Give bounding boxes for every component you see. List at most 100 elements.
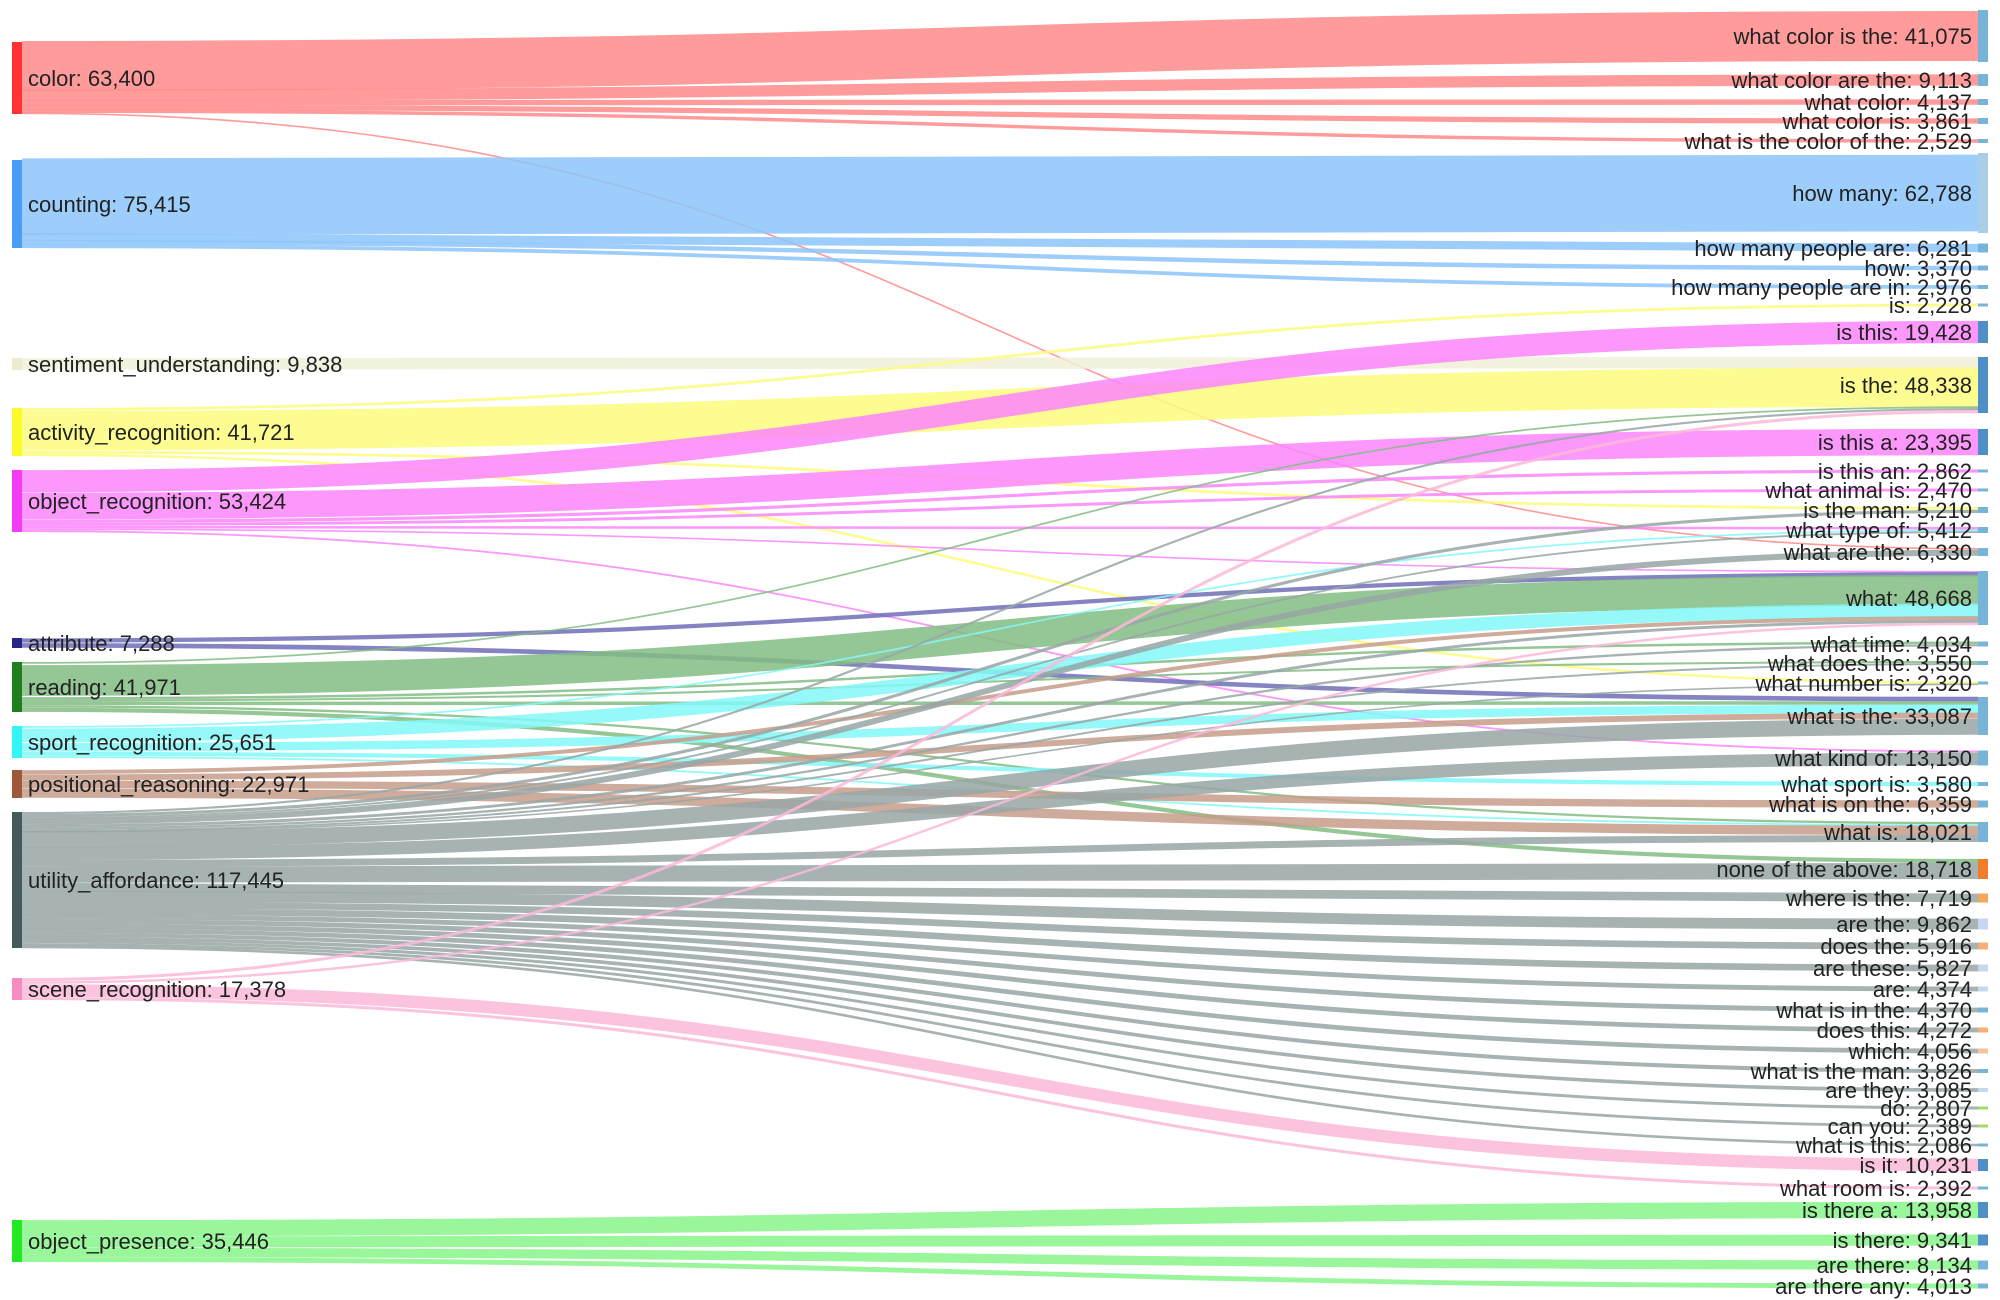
link-reading-t12	[21, 406, 1979, 664]
target-label-t21: what does the: 3,550	[1767, 651, 1972, 676]
target-label-t09: how many people are in: 2,976	[1671, 275, 1972, 300]
target-node-t47[interactable]	[1978, 1283, 1988, 1289]
target-label-t16: is the man: 5,210	[1803, 498, 1972, 523]
target-label-t17: what type of: 5,412	[1785, 518, 1972, 543]
source-node-color[interactable]	[12, 42, 22, 114]
link-object_rec-t17	[21, 525, 1979, 530]
target-label-t45: is there: 9,341	[1833, 1228, 1972, 1253]
link-sentiment-t12	[21, 356, 1979, 370]
target-node-t38[interactable]	[1978, 1088, 1988, 1092]
link-scene-t12	[21, 410, 1979, 982]
target-node-t37[interactable]	[1978, 1069, 1988, 1073]
source-node-scene[interactable]	[12, 978, 22, 1000]
link-utility-t29	[21, 882, 1979, 903]
target-node-t05[interactable]	[1978, 139, 1988, 143]
target-node-t27[interactable]	[1978, 822, 1988, 842]
target-node-t06[interactable]	[1978, 153, 1988, 233]
target-node-t14[interactable]	[1978, 469, 1988, 473]
link-object_rec-t15	[21, 488, 1979, 526]
target-node-t40[interactable]	[1978, 1124, 1988, 1128]
target-node-t17[interactable]	[1978, 527, 1988, 533]
source-node-activity[interactable]	[12, 408, 22, 456]
target-label-t13: is this a: 23,395	[1818, 430, 1972, 455]
target-label-t15: what animal is: 2,470	[1764, 478, 1972, 503]
link-positional-t26	[21, 780, 1979, 808]
target-node-t21[interactable]	[1978, 661, 1988, 665]
link-sport-t25	[21, 751, 1979, 787]
target-node-t02[interactable]	[1978, 74, 1988, 86]
source-node-object_pres[interactable]	[12, 1220, 22, 1262]
target-node-t36[interactable]	[1978, 1048, 1988, 1054]
link-utility-t27	[21, 834, 1979, 867]
target-node-t09[interactable]	[1978, 285, 1988, 289]
target-label-t05: what is the color of the: 2,529	[1684, 129, 1972, 154]
link-scene-t43	[21, 996, 1979, 1190]
target-node-t24[interactable]	[1978, 750, 1988, 766]
source-node-object_rec[interactable]	[12, 470, 22, 532]
target-node-t30[interactable]	[1978, 918, 1988, 930]
link-sport-t23	[21, 704, 1979, 752]
target-node-t42[interactable]	[1978, 1159, 1988, 1171]
target-node-t39[interactable]	[1978, 1106, 1988, 1110]
target-node-t22[interactable]	[1978, 681, 1988, 685]
link-reading-t19	[21, 574, 1979, 696]
target-node-t33[interactable]	[1978, 986, 1988, 992]
link-utility-t28	[21, 862, 1979, 883]
target-node-t35[interactable]	[1978, 1027, 1988, 1033]
target-node-t29[interactable]	[1978, 893, 1988, 903]
target-node-t31[interactable]	[1978, 942, 1988, 950]
target-node-t25[interactable]	[1978, 782, 1988, 786]
target-label-t25: what sport is: 3,580	[1780, 772, 1972, 797]
nodes-layer	[12, 10, 1988, 1289]
source-label-counting: counting: 75,415	[28, 192, 191, 217]
target-label-t47: are there any: 4,013	[1775, 1274, 1972, 1299]
link-sport-t19	[21, 603, 1979, 743]
target-node-t23[interactable]	[1978, 697, 1988, 735]
target-node-t03[interactable]	[1978, 99, 1988, 105]
target-node-t43[interactable]	[1978, 1186, 1988, 1190]
target-node-t10[interactable]	[1978, 303, 1988, 307]
target-label-t26: what is on the: 6,359	[1768, 792, 1972, 817]
link-object_pres-t45	[21, 1234, 1979, 1248]
target-node-t41[interactable]	[1978, 1143, 1988, 1147]
target-node-t32[interactable]	[1978, 964, 1988, 972]
target-node-t18[interactable]	[1978, 548, 1988, 556]
target-node-t19[interactable]	[1978, 571, 1988, 625]
target-node-t07[interactable]	[1978, 243, 1988, 253]
link-counting-t08	[21, 240, 1979, 271]
source-node-attribute[interactable]	[12, 638, 22, 648]
target-node-t15[interactable]	[1978, 488, 1988, 492]
target-node-t20[interactable]	[1978, 641, 1988, 647]
link-color-t03	[21, 99, 1979, 106]
target-node-t12[interactable]	[1978, 357, 1988, 413]
target-node-t26[interactable]	[1978, 800, 1988, 808]
target-label-t11: is this: 19,428	[1836, 320, 1972, 345]
target-node-t11[interactable]	[1978, 321, 1988, 343]
links-layer	[21, 11, 1979, 1289]
target-node-t04[interactable]	[1978, 118, 1988, 124]
target-node-t08[interactable]	[1978, 265, 1988, 271]
link-color-t05	[21, 109, 1979, 143]
target-label-t34: what is in the: 4,370	[1775, 998, 1972, 1023]
source-label-scene: scene_recognition: 17,378	[28, 977, 286, 1002]
source-node-reading[interactable]	[12, 662, 22, 712]
link-object_rec-t14	[21, 469, 1979, 523]
target-node-t45[interactable]	[1978, 1234, 1988, 1246]
source-node-sport[interactable]	[12, 726, 22, 758]
source-node-utility[interactable]	[12, 812, 22, 948]
target-node-t28[interactable]	[1978, 859, 1988, 879]
link-utility-t39	[21, 940, 1979, 1110]
target-node-t13[interactable]	[1978, 429, 1988, 455]
target-label-t37: what is the man: 3,826	[1750, 1059, 1972, 1084]
target-node-t44[interactable]	[1978, 1202, 1988, 1218]
target-node-t34[interactable]	[1978, 1007, 1988, 1013]
source-node-positional[interactable]	[12, 770, 22, 798]
target-node-t01[interactable]	[1978, 10, 1988, 62]
labels-layer: color: 63,400 counting: 75,415 sentiment_u…	[28, 24, 1972, 1299]
target-node-t46[interactable]	[1978, 1260, 1988, 1270]
target-node-t16[interactable]	[1978, 507, 1988, 513]
target-label-t19: what: 48,668	[1845, 586, 1972, 611]
link-object_pres-t44	[21, 1201, 1979, 1237]
source-node-counting[interactable]	[12, 160, 22, 248]
source-node-sentiment[interactable]	[12, 358, 22, 370]
